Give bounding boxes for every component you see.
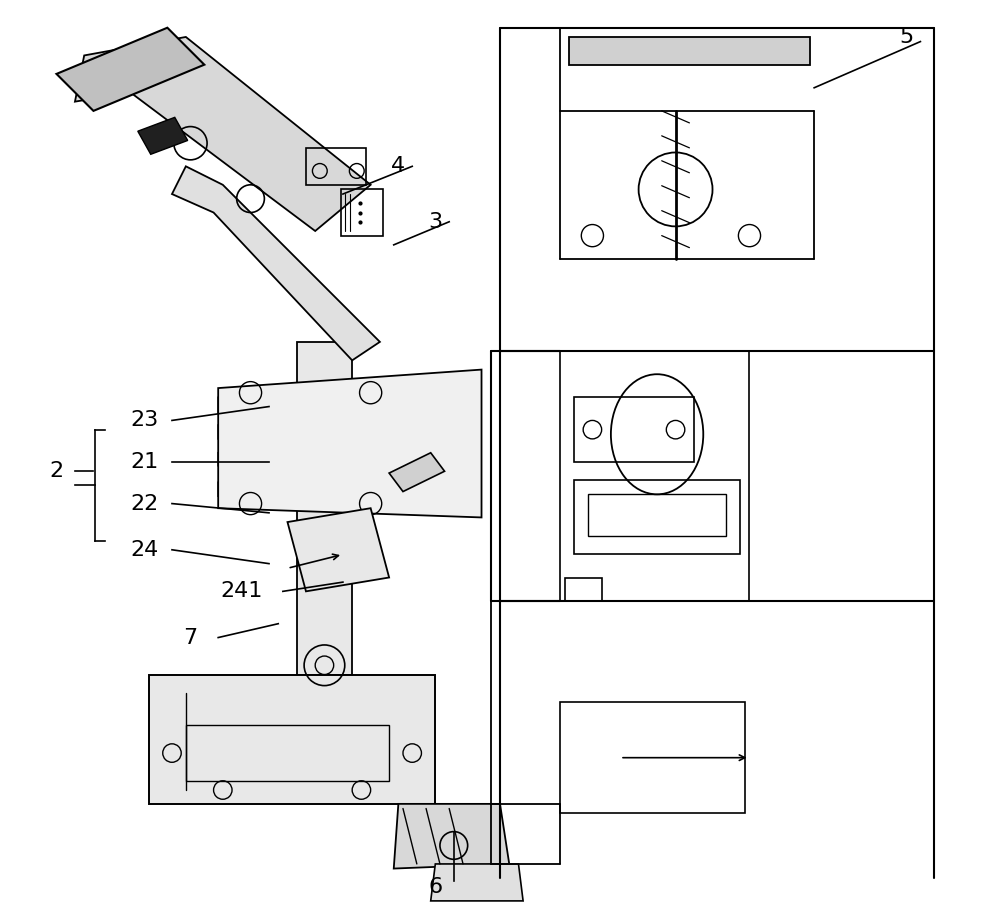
- Polygon shape: [297, 342, 352, 675]
- Polygon shape: [287, 508, 389, 591]
- Text: 7: 7: [183, 627, 198, 648]
- Text: 2: 2: [49, 461, 64, 481]
- Polygon shape: [75, 37, 371, 231]
- Polygon shape: [218, 482, 380, 499]
- Polygon shape: [172, 166, 380, 360]
- Polygon shape: [218, 370, 482, 517]
- Polygon shape: [394, 804, 509, 869]
- Polygon shape: [431, 864, 523, 901]
- Text: 21: 21: [130, 452, 158, 472]
- Text: 5: 5: [899, 27, 914, 47]
- Polygon shape: [218, 420, 380, 439]
- Text: 3: 3: [428, 212, 442, 232]
- Text: 22: 22: [130, 493, 158, 514]
- Text: 23: 23: [130, 410, 158, 431]
- Polygon shape: [218, 390, 380, 412]
- Polygon shape: [149, 675, 435, 804]
- Polygon shape: [56, 28, 204, 111]
- Polygon shape: [569, 37, 810, 65]
- Polygon shape: [138, 117, 188, 154]
- Text: 241: 241: [220, 581, 262, 602]
- Text: 4: 4: [391, 156, 405, 176]
- Polygon shape: [218, 451, 380, 466]
- Text: 6: 6: [428, 877, 442, 897]
- Polygon shape: [389, 453, 445, 492]
- Text: 24: 24: [130, 540, 158, 560]
